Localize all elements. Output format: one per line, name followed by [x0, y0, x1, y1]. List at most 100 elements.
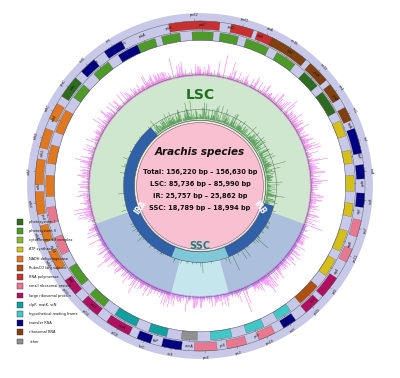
Wedge shape [332, 121, 346, 138]
Wedge shape [219, 33, 239, 45]
Bar [17, 256, 23, 262]
Bar [17, 302, 23, 308]
Text: rps3: rps3 [235, 350, 242, 356]
Text: psbA: psbA [138, 33, 146, 39]
Wedge shape [181, 331, 198, 340]
Wedge shape [82, 296, 102, 315]
Circle shape [55, 41, 345, 331]
Wedge shape [338, 107, 351, 124]
Text: ndhF: ndhF [27, 167, 31, 175]
Text: ndhE: ndhE [51, 114, 58, 122]
Wedge shape [347, 128, 362, 155]
Wedge shape [171, 248, 229, 300]
Text: psbZ: psbZ [88, 302, 96, 310]
Text: psaB: psaB [331, 94, 338, 102]
Text: rps4: rps4 [203, 355, 209, 359]
Text: NADH dehydrogenase: NADH dehydrogenase [29, 257, 68, 261]
Text: rrn16: rrn16 [289, 38, 298, 46]
Wedge shape [131, 214, 142, 224]
Wedge shape [62, 78, 82, 101]
Bar [17, 284, 23, 289]
Text: cytochrome b/f complex: cytochrome b/f complex [29, 238, 73, 242]
Wedge shape [255, 31, 276, 47]
Bar [17, 246, 23, 253]
Text: transfer RNA: transfer RNA [29, 321, 52, 325]
Text: trnR: trnR [369, 198, 373, 204]
Wedge shape [305, 64, 326, 85]
Text: LSC: LSC [186, 88, 214, 102]
Wedge shape [295, 281, 317, 303]
Wedge shape [342, 150, 352, 164]
Text: trnI: trnI [362, 136, 368, 142]
Text: atpH: atpH [359, 180, 363, 187]
Text: psaA: psaA [312, 70, 320, 78]
Wedge shape [135, 39, 157, 54]
Wedge shape [137, 331, 153, 343]
Text: atpA: atpA [346, 122, 352, 130]
Text: cemA: cemA [184, 344, 193, 349]
Text: ndhC: ndhC [44, 104, 51, 112]
Wedge shape [124, 127, 158, 218]
Wedge shape [56, 110, 73, 135]
Wedge shape [226, 336, 247, 349]
Bar [17, 265, 23, 271]
Wedge shape [346, 175, 354, 191]
Wedge shape [316, 274, 337, 296]
Text: ndhB: ndhB [44, 260, 51, 268]
Wedge shape [244, 319, 264, 333]
Text: atpI: atpI [356, 208, 361, 214]
Text: rpoB: rpoB [266, 26, 274, 33]
Wedge shape [332, 229, 348, 251]
Wedge shape [90, 288, 109, 307]
Wedge shape [118, 45, 141, 62]
Text: psbC: psbC [199, 23, 206, 27]
Wedge shape [162, 338, 182, 350]
Wedge shape [106, 315, 132, 335]
Text: rpl2: rpl2 [332, 288, 338, 295]
Text: trnV: trnV [121, 41, 128, 47]
Text: ndhI: ndhI [37, 183, 41, 189]
Wedge shape [273, 53, 295, 71]
Wedge shape [355, 193, 365, 208]
Text: trnG: trnG [138, 344, 145, 350]
Wedge shape [115, 308, 140, 326]
Wedge shape [65, 276, 82, 294]
Text: ycf3: ycf3 [254, 333, 261, 339]
Wedge shape [244, 39, 269, 56]
Circle shape [28, 14, 372, 358]
Wedge shape [225, 203, 274, 257]
Text: rps19: rps19 [265, 339, 274, 346]
Text: psbJ: psbJ [66, 277, 73, 284]
Bar [17, 330, 23, 335]
Wedge shape [35, 192, 46, 215]
Wedge shape [134, 219, 213, 263]
Wedge shape [49, 248, 65, 270]
Wedge shape [47, 206, 58, 223]
Wedge shape [273, 304, 291, 319]
Bar [17, 311, 23, 317]
Wedge shape [280, 313, 296, 328]
Text: hypothetical reading frame: hypothetical reading frame [29, 312, 78, 316]
Wedge shape [319, 256, 336, 276]
Text: trnS: trnS [167, 352, 174, 358]
Text: atpB: atpB [347, 240, 353, 248]
Text: photosystem II: photosystem II [29, 229, 56, 233]
Text: rps7: rps7 [363, 227, 368, 234]
Text: rpl14: rpl14 [81, 310, 90, 318]
Bar [17, 339, 23, 344]
Wedge shape [256, 325, 275, 340]
Text: rpoC1: rpoC1 [240, 17, 249, 23]
Text: clpP, matK, stN: clpP, matK, stN [29, 303, 57, 307]
Wedge shape [301, 295, 319, 312]
Wedge shape [35, 159, 46, 184]
Text: trnH: trnH [290, 327, 297, 333]
Wedge shape [194, 342, 217, 351]
Text: clpP: clpP [152, 338, 159, 343]
Text: atpF: atpF [355, 152, 360, 159]
Wedge shape [161, 33, 181, 45]
Text: trnN: trnN [79, 57, 87, 64]
Wedge shape [316, 92, 336, 116]
Text: IRA: IRA [133, 199, 149, 216]
Wedge shape [192, 32, 214, 41]
Wedge shape [355, 164, 365, 179]
